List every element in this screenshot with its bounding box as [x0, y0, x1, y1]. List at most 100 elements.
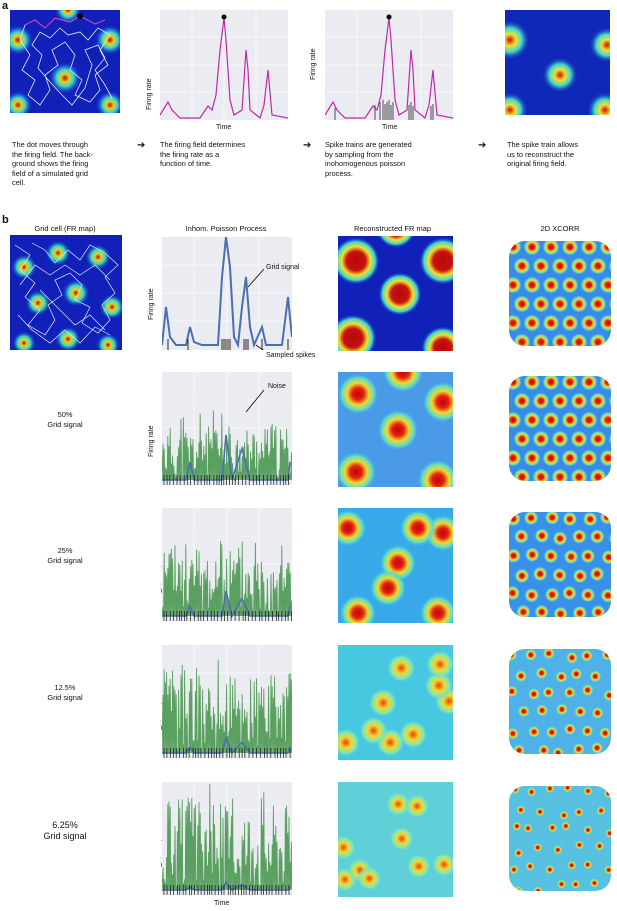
xcorr-peak	[513, 848, 524, 858]
xcorr-peak	[543, 548, 559, 564]
xcorr-peak	[566, 860, 577, 871]
col-title-poisson: Inhom. Poisson Process	[185, 224, 267, 233]
panel-a2-xlabel: Time	[216, 124, 232, 131]
xcorr-peak	[611, 606, 615, 621]
col-title-reconstructed: Reconstructed FR map	[353, 224, 432, 233]
xcorr-peak	[536, 704, 549, 717]
row2-label: 25% Grid signal	[47, 546, 83, 565]
xcorr-peak	[561, 449, 579, 467]
col-title-grid-cell: Grid cell (FR map)	[34, 224, 96, 233]
xcorr-peak	[570, 667, 583, 680]
xcorr-peak	[523, 276, 541, 294]
xcorr-peak	[532, 566, 548, 582]
xcorr-peak	[580, 587, 596, 603]
xcorr-peak	[516, 604, 531, 617]
field-peak	[369, 688, 398, 717]
xcorr-peak	[523, 376, 541, 391]
xcorr-peak	[570, 333, 588, 346]
xcorr-peak	[552, 567, 567, 583]
xcorr-peak	[509, 864, 519, 875]
xcorr-peak	[555, 703, 568, 716]
row4-poisson-plot	[162, 782, 292, 895]
grid-signal-trace	[162, 880, 291, 892]
xcorr-peak	[580, 376, 598, 391]
xcorr-peak	[525, 861, 535, 872]
xcorr-peak	[580, 314, 598, 332]
col-title-xcorr: 2D XCORR	[540, 224, 580, 233]
xcorr-peak	[561, 376, 579, 391]
xcorr-peak	[523, 823, 533, 834]
xcorr-peak	[524, 588, 539, 603]
caption-4: The spike train allows us to reconstruct…	[507, 140, 579, 169]
xcorr-peak	[582, 859, 593, 870]
xcorr-peak	[513, 295, 531, 313]
grid-cell-map	[10, 235, 122, 350]
xcorr-peak	[532, 295, 550, 313]
row1-reconstructed-map	[338, 372, 453, 487]
xcorr-peak	[553, 606, 568, 617]
xcorr-peak	[544, 512, 560, 525]
xcorr-peak	[570, 430, 588, 448]
xcorr-peak	[604, 828, 611, 839]
xcorr-peak	[574, 705, 587, 718]
xcorr-peak	[580, 449, 598, 467]
xcorr-peak	[572, 743, 585, 754]
xcorr-peak	[525, 547, 540, 562]
xcorr-peak	[535, 806, 545, 817]
xcorr-peak	[510, 786, 521, 795]
xcorr-peak	[570, 879, 581, 890]
xcorr-peak	[603, 788, 611, 799]
xcorr-peak	[596, 805, 606, 816]
xcorr-peak	[600, 588, 611, 603]
row1-xcorr-map	[505, 372, 615, 485]
xcorr-peak	[589, 333, 607, 346]
row4-label: 6.25% Grid signal	[43, 820, 87, 841]
row0-poisson-plot	[162, 237, 292, 350]
row0-reconstructed-map	[338, 236, 453, 351]
xcorr-peak	[509, 449, 522, 467]
xcorr-peak	[528, 725, 541, 738]
panel-letter-a: a	[2, 0, 9, 12]
xcorr-peak	[563, 549, 579, 565]
xcorr-peak	[526, 787, 537, 797]
xcorr-peak	[589, 468, 607, 481]
xcorr-peak	[535, 666, 548, 680]
field-peak	[340, 595, 376, 623]
xcorr-peak	[563, 723, 576, 736]
xcorr-peak	[603, 689, 611, 702]
xcorr-peak	[513, 744, 526, 754]
xcorr-peak	[542, 411, 560, 429]
xcorr-peak	[509, 585, 520, 601]
field-peak	[357, 866, 382, 891]
field-peak	[338, 835, 356, 860]
xcorr-peak	[544, 864, 555, 875]
xcorr-peak	[610, 743, 611, 754]
row0-xcorr-map	[505, 237, 615, 350]
field-peak	[424, 671, 453, 700]
xcorr-peak	[614, 846, 615, 856]
xcorr-peak	[551, 257, 569, 275]
xcorr-peak	[532, 842, 543, 853]
row1-label: 50% Grid signal	[47, 410, 83, 429]
arrow-2: ➔	[303, 140, 312, 151]
field-peak	[338, 728, 360, 757]
xcorr-peak	[572, 529, 587, 544]
xcorr-peak	[509, 411, 522, 429]
xcorr-peak	[533, 886, 543, 891]
panel-b-xlabel: Time	[214, 900, 230, 907]
xcorr-peak	[599, 449, 611, 467]
panel-letter-b: b	[2, 214, 9, 226]
xcorr-peak	[532, 430, 550, 448]
caption-2: The firing field determines the firing r…	[160, 140, 246, 169]
field-peak	[338, 452, 376, 487]
field-peak	[405, 794, 430, 819]
xcorr-peak	[523, 241, 541, 256]
xcorr-peak	[594, 841, 605, 851]
xcorr-peak	[542, 376, 560, 391]
xcorr-peak	[509, 241, 522, 256]
xcorr-peak	[570, 257, 588, 275]
xcorr-peak	[545, 726, 558, 739]
xcorr-peak	[513, 468, 531, 481]
xcorr-peak	[509, 512, 521, 527]
xcorr-peak	[537, 744, 550, 754]
